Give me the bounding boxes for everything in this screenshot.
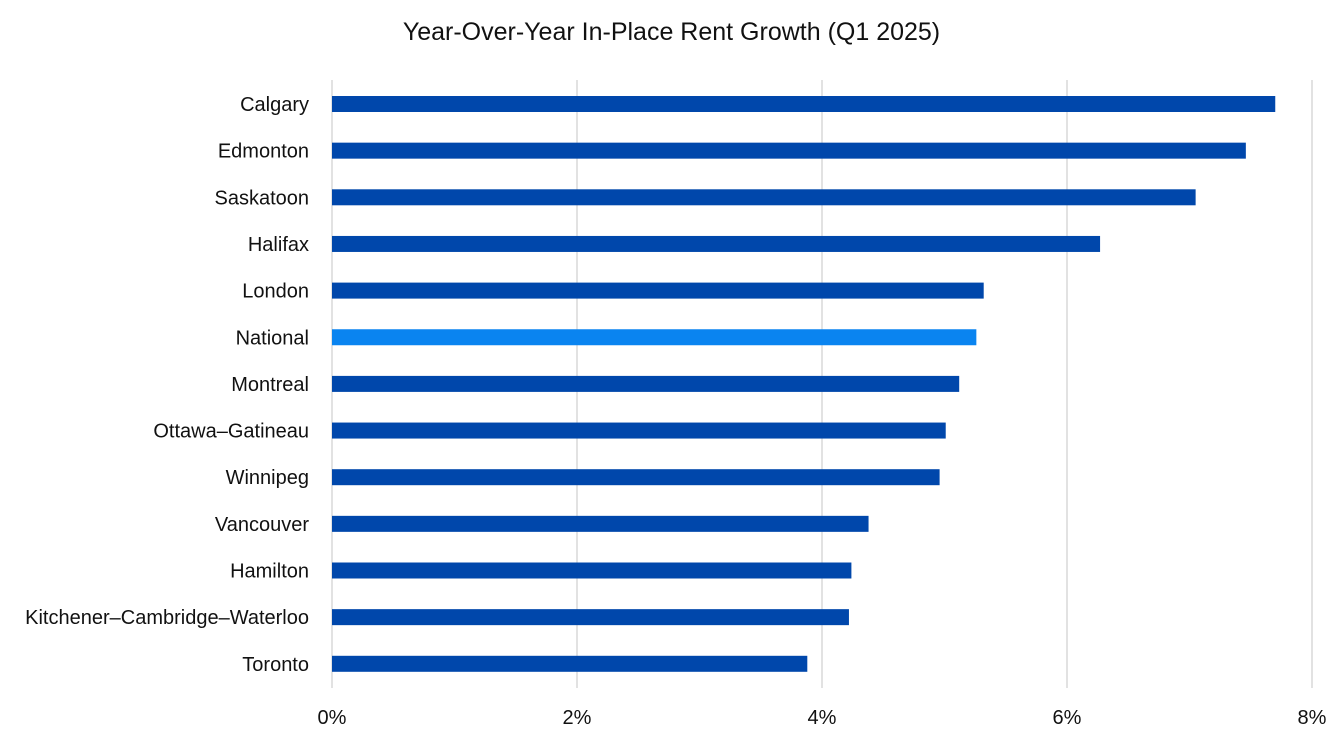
- bar-ottawa-gatineau: [332, 422, 946, 439]
- bar-edmonton: [332, 142, 1246, 159]
- bar-london: [332, 282, 984, 299]
- category-label: Ottawa–Gatineau: [153, 421, 309, 443]
- category-label: Saskatoon: [214, 187, 309, 209]
- category-labels: Calgary Edmonton Saskatoon Halifax London Nat…: [25, 94, 309, 676]
- x-tick-label: 6%: [1053, 707, 1082, 729]
- bar-calgary: [332, 96, 1276, 112]
- x-tick-label: 0%: [318, 707, 347, 729]
- category-label: National: [236, 327, 309, 349]
- category-label: Toronto: [242, 654, 309, 676]
- bars: [332, 96, 1276, 672]
- category-label: Winnipeg: [226, 467, 309, 489]
- bar-saskatoon: [332, 189, 1196, 206]
- bar-hamilton: [332, 562, 852, 579]
- x-tick-label: 2%: [563, 707, 592, 729]
- chart-title: Year-Over-Year In-Place Rent Growth (Q1 …: [402, 18, 941, 46]
- category-label: Edmonton: [218, 141, 309, 163]
- x-axis-tick-labels: 0% 2% 4% 6% 8%: [318, 707, 1327, 729]
- category-label: Vancouver: [215, 514, 309, 536]
- bar-toronto: [332, 655, 808, 672]
- category-label: Hamilton: [230, 561, 309, 583]
- category-label: London: [242, 281, 309, 303]
- category-label: Calgary: [240, 94, 309, 116]
- bar-kitchener-cambridge-waterloo: [332, 609, 849, 626]
- bar-winnipeg: [332, 469, 940, 486]
- category-label: Halifax: [248, 234, 309, 256]
- x-tick-label: 8%: [1298, 707, 1327, 729]
- x-tick-label: 4%: [808, 707, 837, 729]
- bar-national: [332, 329, 977, 346]
- bar-halifax: [332, 235, 1101, 252]
- bar-vancouver: [332, 515, 869, 532]
- category-label: Montreal: [231, 374, 309, 396]
- category-label: Kitchener–Cambridge–Waterloo: [25, 607, 309, 629]
- bar-montreal: [332, 375, 960, 392]
